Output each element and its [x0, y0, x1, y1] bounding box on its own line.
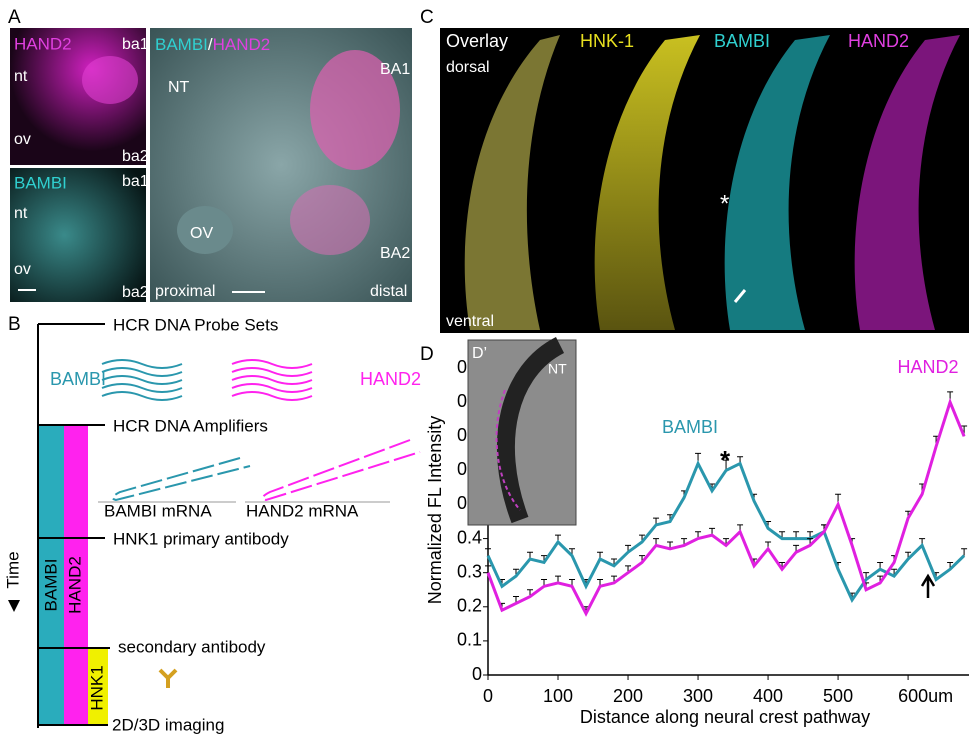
axis-label: Time	[3, 551, 22, 588]
title-part: BAMBI	[155, 35, 208, 54]
error-bar	[485, 565, 491, 573]
panel-title: HAND2	[14, 34, 72, 53]
step-label: HCR DNA Amplifiers	[113, 416, 268, 435]
error-bar	[485, 548, 491, 556]
title-part: /	[208, 35, 213, 54]
annotation: *	[720, 445, 731, 475]
inset-label: NT	[548, 361, 567, 377]
arrow	[8, 600, 20, 612]
label: distal	[370, 283, 407, 300]
tissue	[496, 336, 565, 524]
amplifier	[111, 457, 251, 502]
label: BA2	[380, 245, 410, 262]
bar	[88, 648, 108, 725]
probe-label: HAND2	[360, 369, 421, 389]
pathway	[495, 389, 521, 511]
panel-title: BAMBI	[14, 173, 67, 192]
bar-label: BAMBI	[41, 559, 60, 612]
bar-label: HNK1	[87, 665, 106, 710]
y-tick-label: 0.4	[457, 527, 482, 547]
step-label: HNK1 primary antibody	[113, 529, 289, 548]
series-line	[486, 397, 966, 617]
y-axis-label: Normalized FL Intensity	[425, 416, 445, 604]
label: ba1	[122, 173, 149, 190]
label: ba2	[122, 284, 149, 301]
antibody-icon	[158, 668, 178, 688]
title-part: HAND2	[213, 35, 271, 54]
tissue	[82, 56, 138, 104]
legend-label: HAND2	[897, 357, 958, 377]
tissue	[594, 35, 700, 330]
label: ba1	[122, 36, 149, 53]
orientation-label: ventral	[446, 313, 494, 330]
label: BA1	[380, 61, 410, 78]
marker: *	[720, 190, 729, 217]
tissue	[290, 185, 370, 255]
y-tick-label: 0.3	[457, 561, 482, 581]
label: nt	[14, 205, 28, 222]
label: proximal	[155, 283, 215, 300]
panel-letter: B	[8, 314, 21, 335]
step-label: HCR DNA Probe Sets	[113, 315, 278, 334]
panel-title: BAMBI/HAND2	[155, 35, 270, 54]
label: nt	[14, 68, 28, 85]
probe-label: BAMBI	[50, 369, 106, 389]
bar	[38, 425, 64, 725]
label: ba2	[122, 148, 149, 165]
label: OV	[190, 225, 213, 242]
timeline	[37, 323, 110, 728]
y-tick-label: 0.2	[457, 596, 482, 616]
x-tick-label: 100	[543, 686, 573, 706]
label: NT	[168, 79, 190, 96]
label: ov	[14, 131, 31, 148]
orientation-label: dorsal	[446, 59, 490, 76]
x-tick-label: 200	[613, 686, 643, 706]
channel-label: Overlay	[446, 31, 508, 51]
error-bar	[961, 548, 968, 556]
mrna-label: BAMBI mRNA	[104, 501, 212, 520]
arrow	[920, 573, 936, 598]
label: ov	[14, 261, 31, 278]
tissue	[310, 50, 400, 170]
channel-label: BAMBI	[714, 31, 770, 51]
x-tick-label: 400	[753, 686, 783, 706]
mrna-label: HAND2 mRNA	[246, 501, 359, 520]
micrograph	[10, 168, 146, 302]
x-tick-label: 300	[683, 686, 713, 706]
legend-label: BAMBI	[662, 417, 718, 437]
x-tick-label: 500	[823, 686, 853, 706]
panel-letter: A	[8, 7, 21, 28]
probe-icon	[231, 359, 313, 401]
tissue	[724, 35, 830, 330]
channel-label: HNK-1	[580, 31, 634, 51]
x-tick-label: 0	[483, 686, 493, 706]
arrow	[733, 289, 747, 303]
probe-icon	[101, 359, 183, 401]
tissue	[854, 35, 960, 330]
x-tick-label: 600um	[898, 686, 953, 706]
bar-label: HAND2	[65, 556, 84, 614]
panel-letter: D	[420, 344, 434, 365]
bar	[64, 425, 88, 725]
y-tick-label: 0.1	[457, 630, 482, 650]
series-line	[486, 459, 966, 604]
tissue	[464, 35, 560, 330]
x-axis-label: Distance along neural crest pathway	[580, 707, 870, 727]
step-label: secondary antibody	[118, 637, 266, 656]
y-tick-label: 0	[472, 664, 482, 684]
tissue	[177, 206, 233, 254]
channel-label: HAND2	[848, 31, 909, 51]
amplifier	[261, 439, 421, 502]
error-bar	[723, 459, 730, 471]
inset-label: D’	[472, 345, 487, 362]
step-label: 2D/3D imaging	[112, 715, 224, 734]
panel-letter: C	[420, 7, 434, 28]
